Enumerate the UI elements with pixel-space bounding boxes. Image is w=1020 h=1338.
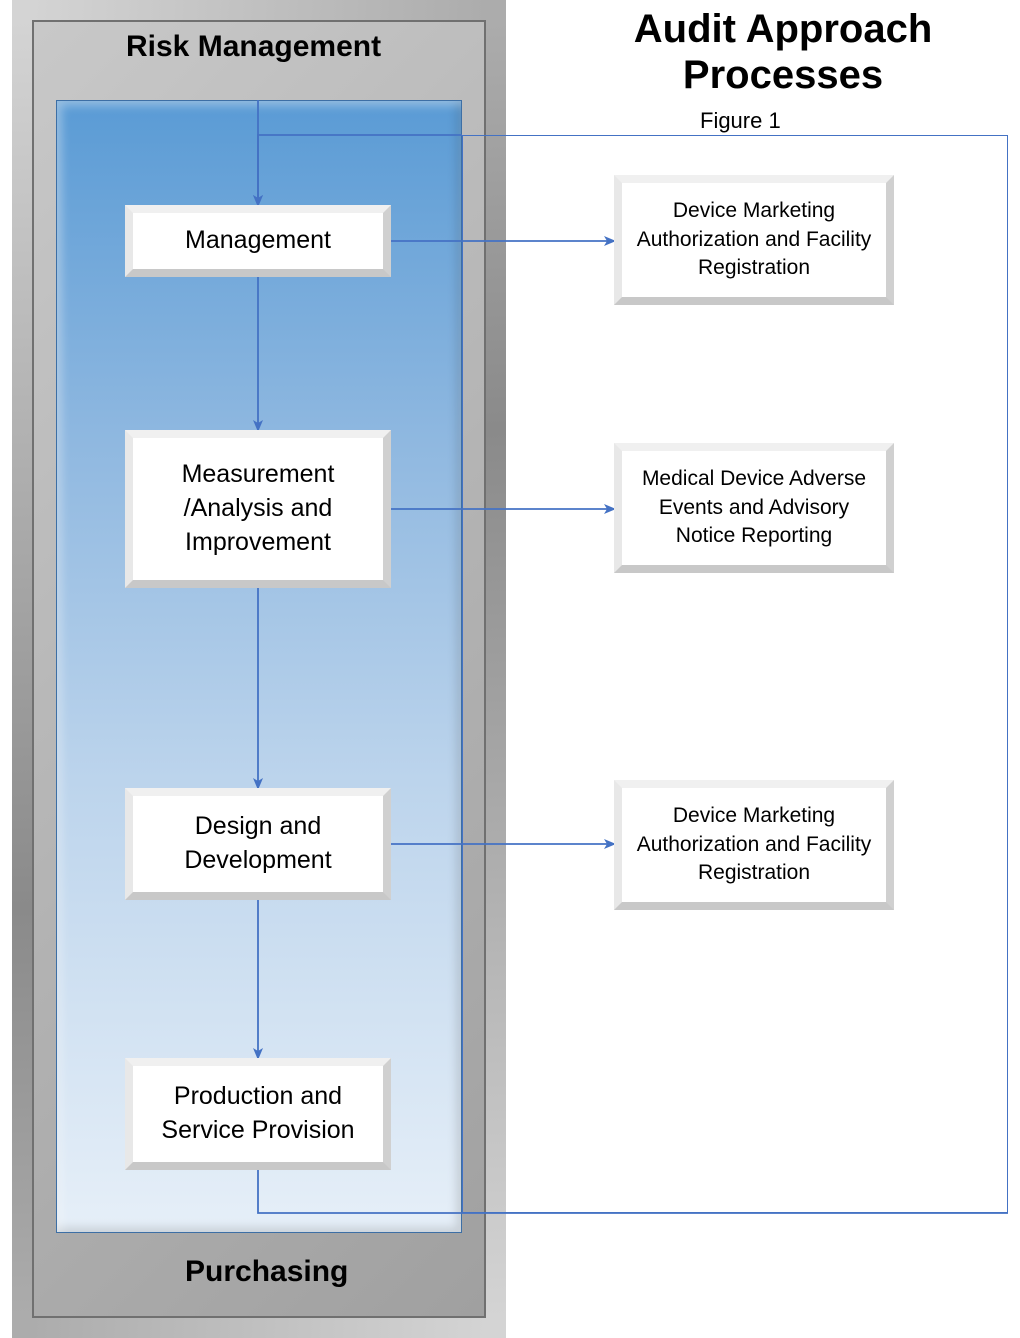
process-box-production: Production and Service Provision — [125, 1058, 391, 1170]
diagram-canvas: Risk Management Purchasing Audit Approac… — [0, 0, 1020, 1338]
process-box-measurement: Measurement /Analysis and Improvement — [125, 430, 391, 588]
process-box-device2: Device Marketing Authorization and Facil… — [614, 780, 894, 910]
figure-label: Figure 1 — [700, 108, 781, 134]
process-box-design: Design and Development — [125, 788, 391, 900]
process-box-management: Management — [125, 205, 391, 277]
diagram-title: Audit Approach Processes — [568, 6, 998, 98]
process-box-adverse: Medical Device Adverse Events and Adviso… — [614, 443, 894, 573]
process-box-device1: Device Marketing Authorization and Facil… — [614, 175, 894, 305]
purchasing-title: Purchasing — [185, 1255, 348, 1289]
risk-management-title: Risk Management — [126, 30, 381, 64]
